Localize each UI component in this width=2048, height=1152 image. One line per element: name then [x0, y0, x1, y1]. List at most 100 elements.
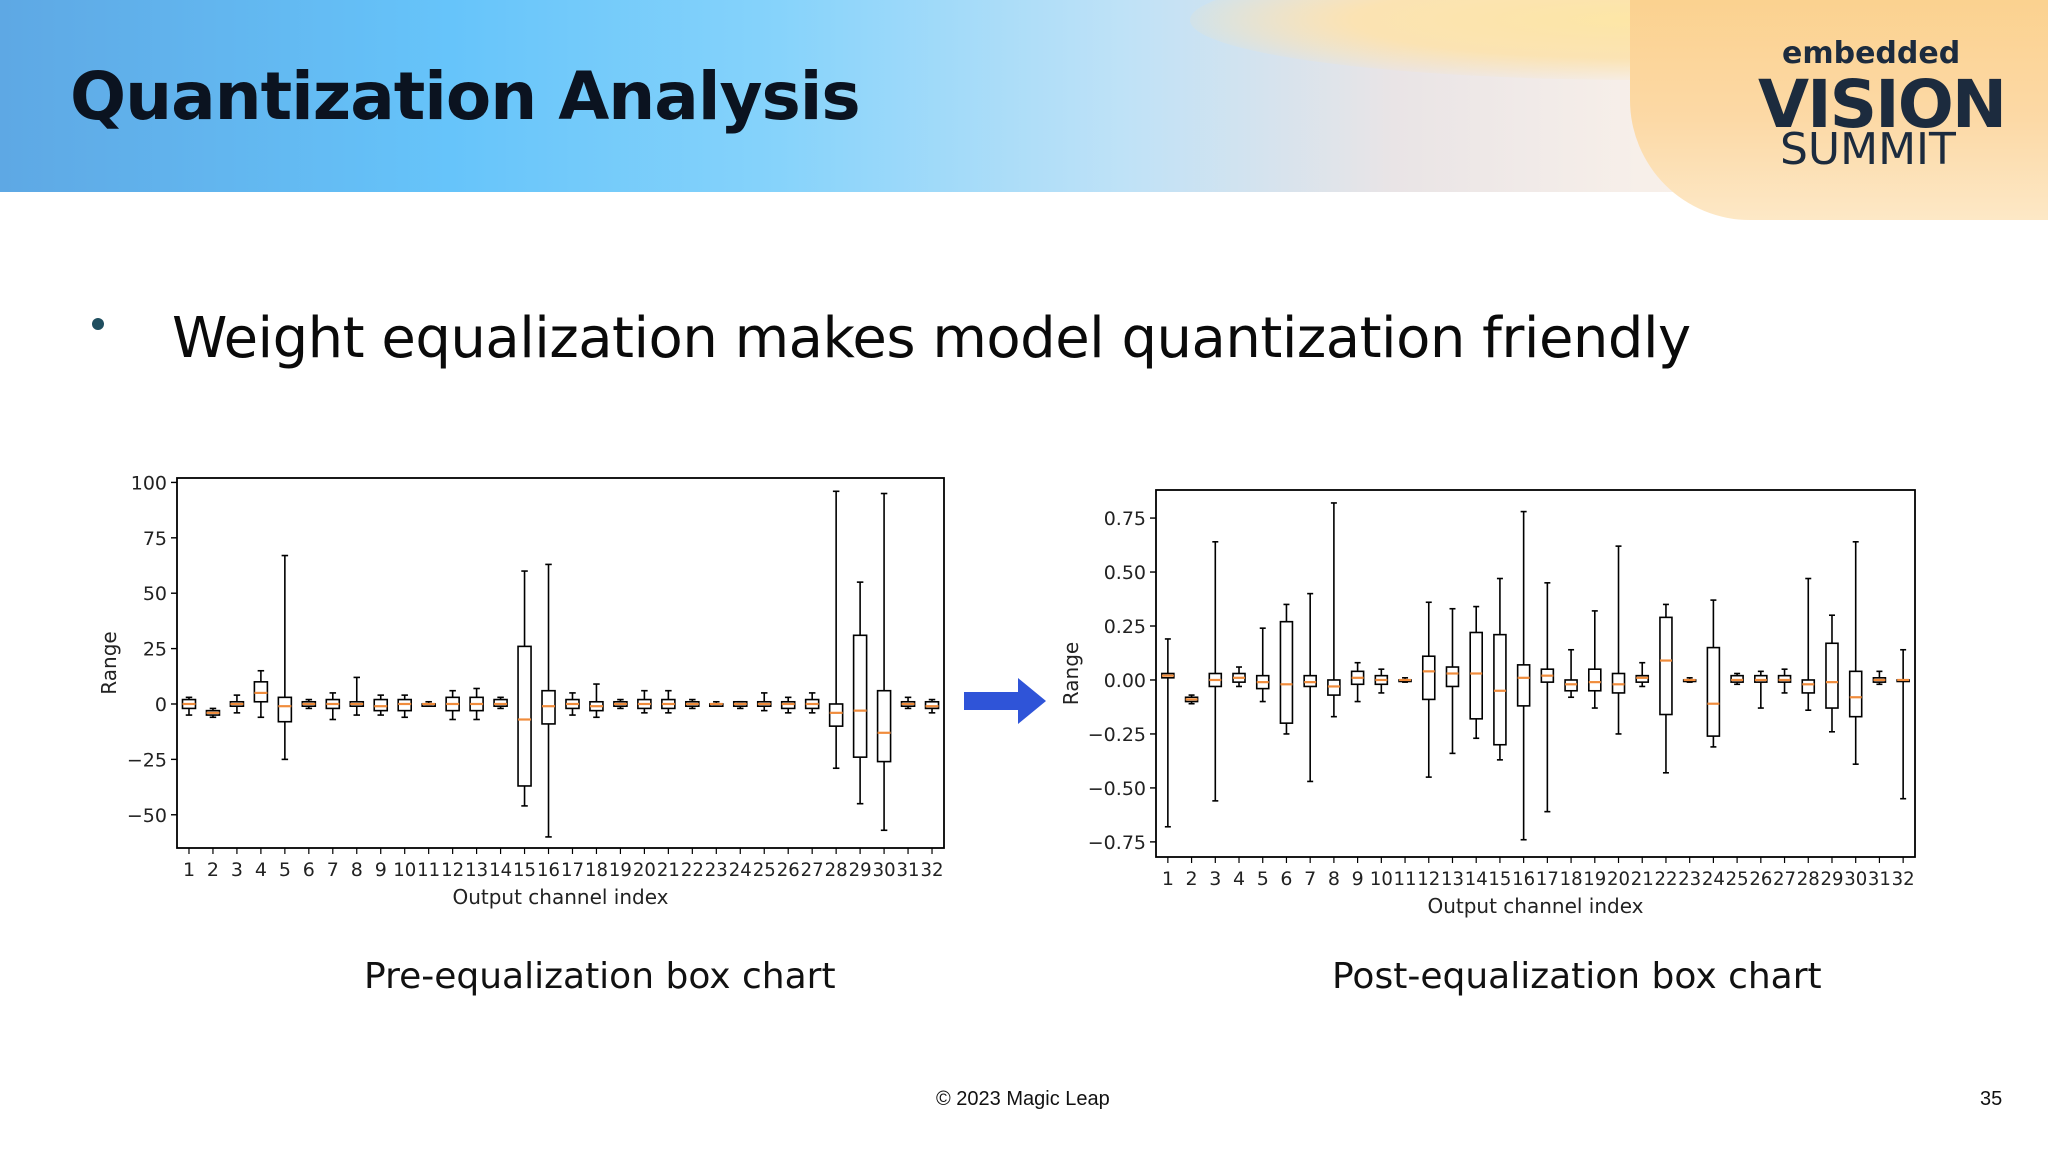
header-banner	[0, 0, 2048, 220]
footer-copyright: © 2023 Magic Leap	[936, 1088, 1110, 1110]
box-iqr	[277, 696, 293, 723]
box-iqr	[517, 645, 532, 787]
box-channel-17	[1540, 582, 1555, 813]
x-tick-label: 15	[513, 859, 536, 881]
page-number: 35	[1980, 1088, 2003, 1110]
y-tick-label: −0.50	[1088, 778, 1146, 800]
x-tick-label: 5	[1257, 868, 1269, 890]
box-channel-18	[1564, 648, 1578, 699]
x-axis-label: Output channel index	[452, 885, 668, 909]
box-channel-30	[876, 492, 892, 832]
box-channel-6	[1279, 603, 1294, 735]
x-tick-label: 26	[1749, 868, 1772, 890]
plot-frame	[1155, 489, 1916, 858]
box-channel-2	[205, 707, 221, 719]
box-channel-3	[1208, 541, 1223, 802]
x-tick-label: 32	[1892, 868, 1915, 890]
x-tick-label: 8	[351, 859, 363, 881]
box-channel-4	[1232, 666, 1246, 688]
post-equalization-chart: 0.750.500.250.00−0.25−0.50−0.751 2 3 4 5 6 7 8 9…	[1060, 489, 1916, 918]
box-channel-11	[1398, 677, 1412, 683]
x-tick-label: 6	[1280, 868, 1292, 890]
x-tick-label: 18	[1560, 868, 1583, 890]
x-tick-label: 29	[1820, 868, 1843, 890]
box-channel-23	[1682, 677, 1697, 683]
box-channel-13	[469, 687, 484, 721]
y-tick-label: 0.50	[1104, 562, 1146, 584]
box-channel-8	[1327, 502, 1341, 718]
box-iqr	[1825, 642, 1839, 709]
box-channel-10	[1374, 668, 1389, 694]
box-channel-29	[852, 581, 868, 805]
box-channel-21	[661, 689, 676, 714]
box-channel-17	[565, 692, 580, 716]
box-channel-29	[1825, 614, 1839, 733]
box-iqr	[852, 634, 868, 758]
box-channel-9	[373, 694, 389, 716]
box-channel-3	[229, 694, 245, 714]
box-channel-14	[1469, 605, 1484, 740]
box-channel-10	[397, 694, 413, 719]
y-axis-label: Range	[1060, 642, 1083, 705]
box-channel-30	[1848, 541, 1863, 765]
box-channel-31	[900, 696, 916, 710]
box-channel-2	[1184, 694, 1199, 705]
box-channel-7	[1303, 592, 1317, 783]
box-iqr	[1279, 620, 1294, 724]
y-tick-label: −50	[127, 805, 167, 827]
x-tick-label: 9	[375, 859, 387, 881]
x-tick-label: 26	[777, 859, 800, 881]
x-tick-label: 14	[489, 859, 512, 881]
x-tick-label: 1	[1162, 868, 1174, 890]
box-channel-16	[1516, 510, 1531, 841]
box-channel-16	[541, 563, 556, 838]
box-iqr	[1469, 631, 1484, 720]
x-tick-label: 2	[1186, 868, 1198, 890]
x-tick-label: 16	[537, 859, 560, 881]
box-channel-24	[1706, 599, 1721, 748]
box-channel-20	[1611, 545, 1626, 735]
box-iqr	[1421, 655, 1436, 701]
x-tick-label: 3	[1209, 868, 1221, 890]
box-channel-4	[253, 669, 269, 719]
x-tick-label: 15	[1488, 868, 1511, 890]
plot-frame	[176, 477, 945, 849]
caption-post-equalization: Post-equalization box chart	[1332, 956, 1822, 997]
x-tick-label: 11	[1394, 868, 1417, 890]
logo-line-embedded: embedded	[1782, 36, 1961, 71]
box-channel-25	[756, 692, 772, 712]
x-tick-label: 2	[207, 859, 219, 881]
box-channel-32	[1896, 648, 1910, 800]
box-channel-9	[1350, 661, 1365, 703]
y-tick-label: 100	[131, 472, 167, 494]
box-channel-15	[1493, 577, 1507, 761]
box-channel-20	[637, 689, 652, 714]
box-channel-5	[1255, 627, 1270, 703]
y-tick-label: 0.00	[1104, 670, 1146, 692]
x-tick-label: 20	[633, 859, 656, 881]
x-tick-label: 29	[849, 859, 872, 881]
x-tick-label: 16	[1512, 868, 1535, 890]
arrow-right-icon	[964, 678, 1046, 724]
box-channel-12	[445, 689, 460, 721]
x-tick-label: 5	[279, 859, 291, 881]
box-channel-25	[1730, 672, 1744, 686]
box-channel-1	[181, 696, 197, 716]
box-iqr	[373, 698, 389, 712]
box-iqr	[876, 689, 892, 763]
x-tick-label: 21	[1631, 868, 1654, 890]
y-tick-label: 75	[143, 528, 167, 550]
box-iqr	[1659, 616, 1673, 716]
logo-line-summit: SUMMIT	[1780, 124, 1956, 175]
x-tick-label: 28	[1797, 868, 1820, 890]
embedded-vision-summit-logo: embedded VISION SUMMIT	[1740, 36, 2007, 176]
box-channel-11	[421, 700, 436, 708]
x-tick-label: 22	[1654, 868, 1677, 890]
x-tick-label: 31	[1868, 868, 1891, 890]
x-tick-label: 19	[609, 859, 632, 881]
x-tick-label: 8	[1328, 868, 1340, 890]
header-decoration-right	[1630, 0, 2048, 220]
x-tick-label: 12	[1417, 868, 1440, 890]
box-channel-7	[325, 692, 341, 721]
x-tick-label: 25	[753, 859, 776, 881]
